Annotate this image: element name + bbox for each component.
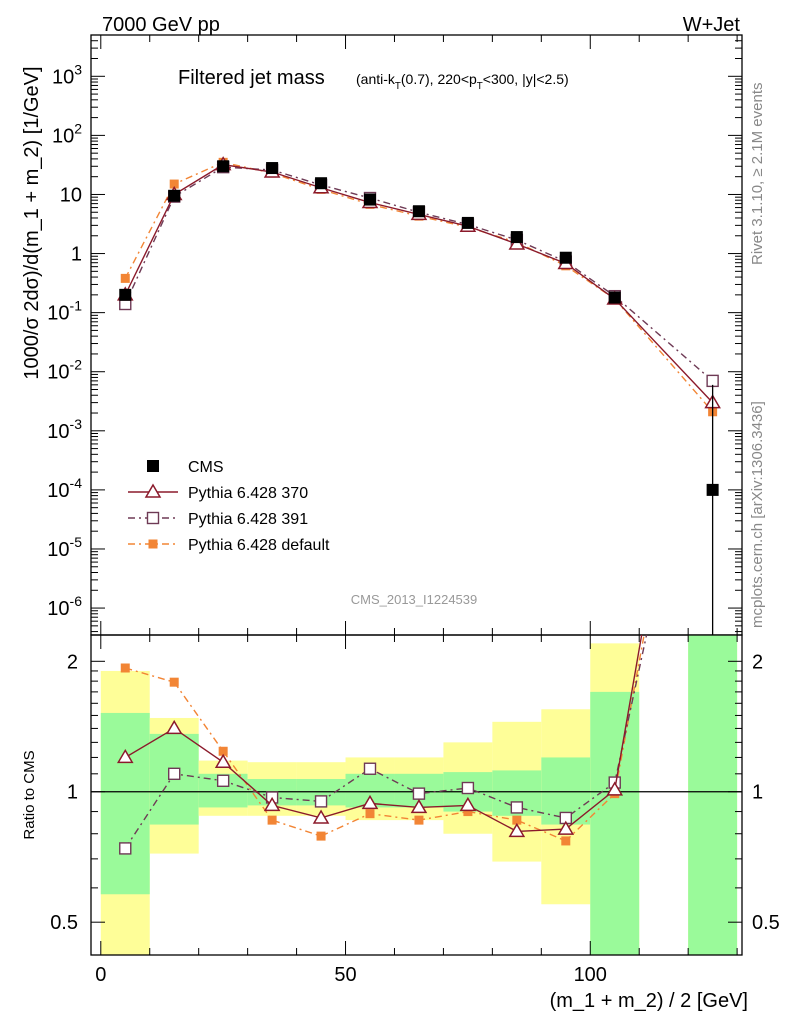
- main-y-tick-label: 10-1: [47, 298, 82, 325]
- main-panel: 10-6 10-5 10-4 10-3 10-2 10-1 1 10 102 103: [47, 34, 743, 636]
- plot-title: Filtered jet mass: [178, 67, 325, 89]
- legend-item-1: Pythia 6.428 370: [128, 483, 308, 502]
- main-point-cms: [510, 231, 523, 244]
- ratio-point-pythia-6.428-default: [561, 836, 571, 846]
- ratio-point-pythia-6.428-391: [461, 781, 475, 795]
- main-line-pythia-6.428-391: [124, 166, 714, 382]
- main-point-cms: [364, 193, 376, 206]
- ratio-point-pythia-6.428-370: [312, 809, 330, 824]
- ratio-point-pythia-6.428-370: [508, 822, 526, 838]
- main-point-cms: [706, 483, 719, 496]
- stat-band-10: [590, 691, 640, 955]
- ratio-panel: 0 50 100 0.5 0.5 1 1 2 2: [50, 634, 780, 986]
- main-point-cms: [315, 177, 328, 190]
- rivet-info: Rivet 3.1.10, ≥ 2.1M events: [749, 83, 766, 266]
- main-point-pythia-6.428-default: [169, 179, 179, 189]
- legend-marker: [148, 539, 158, 549]
- legend-marker: [146, 511, 160, 525]
- main-point-cms: [608, 291, 621, 304]
- main-y-axis-label: 1000/σ 2dσ)/d(m_1 + m_2) [1/GeV]: [21, 66, 43, 379]
- x-tick-label-100: 100: [574, 964, 607, 986]
- ratio-point-pythia-6.428-370: [165, 719, 183, 735]
- plot-subtitle: (anti-kT​(0.7), 220<pT​<300, |y|<2.5): [356, 71, 569, 92]
- stat-band-11: [688, 635, 738, 955]
- legend-item-3: Pythia 6.428 default: [128, 537, 330, 554]
- x-tick-label-0: 0: [95, 964, 106, 986]
- ratio-y-tick-label-right: 0.5: [752, 912, 780, 934]
- legend-item-0: CMS: [147, 459, 224, 476]
- ratio-point-pythia-6.428-370: [263, 796, 281, 812]
- main-point-cms: [461, 216, 474, 229]
- ratio-point-pythia-6.428-391: [510, 801, 524, 814]
- ratio-y-tick-label-left: 0.5: [50, 912, 78, 934]
- main-y-tick-label: 10-4: [47, 475, 82, 502]
- legend-label: Pythia 6.428 default: [188, 537, 330, 554]
- ratio-point-pythia-6.428-default: [365, 809, 375, 819]
- main-line-pythia-6.428-default: [124, 161, 714, 413]
- ratio-point-pythia-6.428-default: [267, 815, 277, 825]
- ratio-point-pythia-6.428-391: [314, 795, 328, 808]
- ratio-point-pythia-6.428-default: [218, 746, 228, 756]
- stat-band-0: [100, 712, 150, 895]
- ratio-point-pythia-6.428-370: [606, 781, 624, 796]
- ratio-line-pythia-6.428-default: [125, 634, 645, 842]
- legend-item-2: Pythia 6.428 391: [128, 511, 308, 528]
- main-point-pythia-6.428-391: [706, 374, 719, 388]
- ratio-point-pythia-6.428-default: [316, 831, 326, 841]
- main-point-cms: [217, 160, 230, 173]
- ratio-frame: [90, 634, 743, 956]
- ratio-point-pythia-6.428-default: [463, 807, 473, 817]
- ratio-point-pythia-6.428-370: [116, 748, 134, 764]
- legend-marker: [144, 483, 162, 498]
- ratio-point-pythia-6.428-391: [216, 774, 230, 787]
- ratio-point-pythia-6.428-default: [512, 815, 522, 825]
- process-label: W+Jet: [683, 14, 741, 36]
- ratio-point-pythia-6.428-370: [459, 796, 477, 812]
- ratio-y-tick-label-left: 2: [67, 651, 78, 673]
- x-tick-label-50: 50: [334, 964, 356, 986]
- source-info: mcplots.cern.ch [arXiv:1306.3436]: [749, 401, 766, 628]
- ratio-point-pythia-6.428-391: [119, 842, 132, 855]
- legend-label: Pythia 6.428 370: [188, 485, 308, 502]
- main-y-tick-label: 10-2: [47, 357, 82, 384]
- ratio-point-pythia-6.428-default: [414, 815, 424, 825]
- ratio-point-pythia-6.428-370: [557, 820, 575, 835]
- legend-label: Pythia 6.428 391: [188, 511, 308, 528]
- main-y-tick-label: 10: [60, 184, 82, 206]
- main-point-cms: [266, 162, 279, 175]
- ratio-point-pythia-6.428-default: [169, 677, 179, 687]
- main-point-pythia-6.428-default: [120, 273, 130, 283]
- ratio-line-pythia-6.428-370: [124, 634, 643, 833]
- ratio-y-tick-label-right: 2: [752, 651, 763, 673]
- main-point-cms: [559, 251, 572, 264]
- ratio-point-pythia-6.428-370: [410, 798, 428, 814]
- ratio-point-pythia-6.428-370: [361, 794, 379, 810]
- main-point-cms: [412, 205, 425, 218]
- main-line-pythia-6.428-370: [124, 163, 714, 404]
- ratio-line-pythia-6.428-391: [124, 634, 648, 849]
- main-y-tick-label: 10-5: [47, 534, 82, 561]
- ratio-y-tick-label-left: 1: [67, 782, 78, 804]
- energy-label: 7000 GeV pp: [102, 14, 220, 36]
- main-y-tick-label: 1: [71, 244, 82, 266]
- main-point-cms: [119, 288, 132, 301]
- main-y-tick-label: 10-6: [47, 593, 82, 620]
- analysis-watermark: CMS_2013_I1224539: [351, 592, 478, 607]
- legend: CMS Pythia 6.428 370 Pythia 6.428 391 Pythi…: [128, 459, 330, 554]
- main-y-tick-label: 10-3: [47, 416, 82, 443]
- ratio-point-pythia-6.428-370: [214, 753, 232, 768]
- ratio-y-tick-label-right: 1: [752, 782, 763, 804]
- ratio-y-axis-label: Ratio to CMS: [21, 750, 38, 839]
- legend-marker: [147, 460, 159, 472]
- ratio-point-pythia-6.428-default: [120, 663, 130, 673]
- ratio-point-pythia-6.428-391: [168, 767, 181, 781]
- main-y-tick-label: 102: [52, 120, 82, 147]
- ratio-point-pythia-6.428-391: [363, 762, 377, 775]
- x-axis-label: (m_1 + m_2) / 2 [GeV]: [550, 990, 748, 1012]
- legend-label: CMS: [188, 459, 224, 476]
- ratio-point-pythia-6.428-391: [412, 787, 426, 800]
- main-y-tick-label: 103: [52, 61, 82, 88]
- main-point-cms: [168, 189, 181, 202]
